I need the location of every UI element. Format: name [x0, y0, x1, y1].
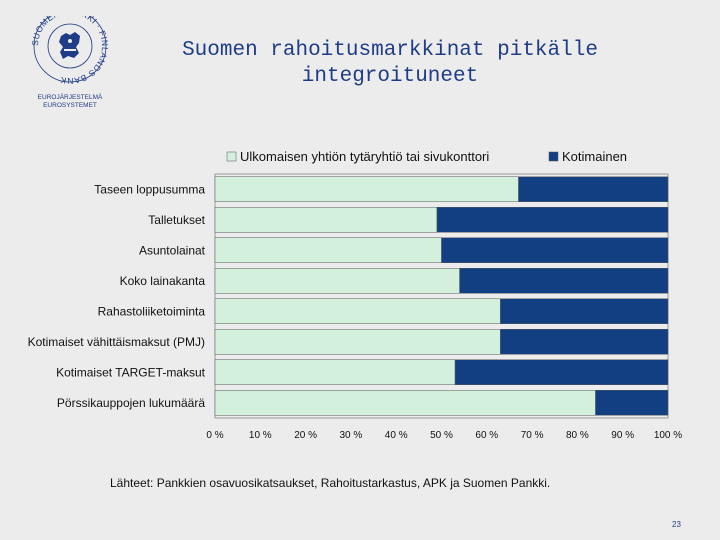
- bank-logo: SUOMEN PANKKI · FINLANDS BANK EUROJÄRJES…: [30, 16, 110, 109]
- category-label: Pörssikauppojen lukumäärä: [57, 396, 205, 410]
- slide-title-line1: Suomen rahoitusmarkkinat pitkälle: [182, 39, 598, 62]
- category-label: Asuntolainat: [139, 243, 206, 257]
- bar-foreign: [214, 328, 501, 355]
- bar-domestic: [459, 267, 669, 294]
- legend-swatch: [226, 151, 237, 162]
- bar-domestic: [436, 206, 669, 233]
- category-label: Koko lainakanta: [120, 274, 206, 288]
- bar-domestic: [441, 237, 669, 264]
- legend-swatch: [548, 151, 559, 162]
- logo-seal-ring: [33, 16, 107, 83]
- stacked-bar-chart: Ulkomaisen yhtiön tytäryhtiö tai sivukon…: [28, 149, 683, 441]
- bar-domestic: [595, 389, 669, 416]
- bar-foreign: [214, 389, 596, 416]
- x-tick-label: 50 %: [430, 430, 453, 441]
- legend-label: Ulkomaisen yhtiön tytäryhtiö tai sivukon…: [240, 149, 489, 164]
- x-tick-label: 30 %: [340, 430, 363, 441]
- slide-title-line2: integroituneet: [301, 65, 479, 88]
- x-tick-label: 90 %: [611, 430, 634, 441]
- legend-label: Kotimainen: [562, 149, 627, 164]
- category-label: Kotimaiset vähittäismaksut (PMJ): [28, 335, 205, 349]
- source-note: Lähteet: Pankkien osavuosikatsaukset, Ra…: [110, 476, 551, 490]
- plot-area: [214, 173, 669, 419]
- logo-line2: EUROSYSTEMET: [43, 102, 97, 109]
- category-label: Talletukset: [148, 213, 205, 227]
- category-label: Kotimaiset TARGET-maksut: [56, 365, 206, 379]
- bar-domestic: [500, 328, 669, 355]
- slide-title: Suomen rahoitusmarkkinat pitkälle integr…: [150, 38, 630, 90]
- x-tick-label: 10 %: [249, 430, 272, 441]
- category-label: Taseen loppusumma: [94, 182, 205, 196]
- bar-domestic: [454, 359, 669, 386]
- x-tick-label: 40 %: [385, 430, 408, 441]
- bar-foreign: [214, 298, 501, 325]
- x-tick-label: 20 %: [294, 430, 317, 441]
- logo-line1: EUROJÄRJESTELMÄ: [38, 93, 103, 101]
- logo-seal-inner: [47, 23, 93, 69]
- x-tick-label: 100 %: [654, 430, 682, 441]
- bar-domestic: [500, 298, 669, 325]
- bar-domestic: [518, 176, 669, 203]
- bar-foreign: [214, 206, 438, 233]
- category-label: Rahastoliiketoiminta: [98, 304, 206, 318]
- lion-emblem-icon: [59, 32, 80, 59]
- x-tick-label: 60 %: [475, 430, 498, 441]
- bar-foreign: [214, 237, 442, 264]
- page-number: 23: [672, 520, 681, 529]
- bar-foreign: [214, 267, 460, 294]
- x-tick-label: 70 %: [521, 430, 544, 441]
- x-tick-label: 0 %: [206, 430, 223, 441]
- bar-foreign: [214, 176, 519, 203]
- x-tick-label: 80 %: [566, 430, 589, 441]
- bar-foreign: [214, 359, 456, 386]
